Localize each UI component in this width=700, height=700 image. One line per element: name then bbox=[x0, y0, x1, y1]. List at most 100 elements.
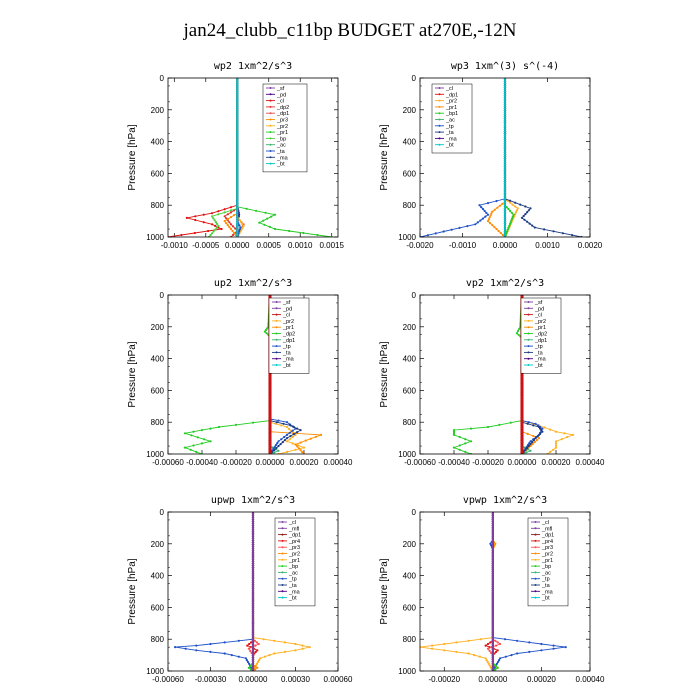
data-point bbox=[515, 332, 519, 335]
plot-area bbox=[168, 78, 333, 237]
data-point bbox=[238, 224, 241, 227]
data-point bbox=[503, 78, 507, 81]
x-tick-label: 0.00040 bbox=[576, 458, 605, 467]
x-tick-label: -0.00060 bbox=[404, 458, 436, 467]
data-point bbox=[464, 438, 467, 441]
data-point bbox=[223, 208, 226, 211]
data-point bbox=[216, 222, 219, 226]
data-point bbox=[264, 328, 268, 332]
data-point bbox=[503, 189, 507, 193]
data-point bbox=[236, 98, 239, 101]
data-point bbox=[215, 226, 218, 229]
legend-marker bbox=[275, 345, 278, 348]
data-point bbox=[503, 113, 507, 116]
legend-label: _bp1 bbox=[445, 111, 458, 117]
data-point bbox=[236, 224, 239, 227]
data-point bbox=[549, 450, 552, 453]
data-point bbox=[554, 444, 558, 447]
data-point bbox=[236, 103, 239, 106]
data-point bbox=[503, 211, 507, 214]
y-tick-label: 0 bbox=[160, 74, 165, 83]
data-point bbox=[503, 88, 507, 91]
data-point bbox=[262, 219, 265, 222]
data-point bbox=[503, 117, 507, 120]
data-point bbox=[200, 442, 204, 445]
data-point bbox=[503, 186, 507, 189]
data-point bbox=[209, 427, 212, 430]
data-point bbox=[228, 221, 231, 224]
data-point bbox=[469, 427, 473, 430]
legend-label: _dp2 bbox=[282, 332, 295, 338]
data-point bbox=[452, 430, 456, 433]
legend-marker bbox=[275, 301, 278, 303]
data-point bbox=[526, 422, 529, 425]
data-point bbox=[515, 209, 519, 212]
data-point bbox=[236, 203, 239, 206]
data-point bbox=[503, 199, 507, 202]
x-tick-label: 0.00020 bbox=[542, 458, 571, 467]
data-point bbox=[510, 217, 514, 220]
data-point bbox=[533, 441, 536, 444]
data-point bbox=[238, 213, 241, 216]
data-point bbox=[275, 421, 278, 424]
legend-box bbox=[520, 297, 562, 374]
legend-label: _pr1 bbox=[276, 130, 288, 136]
data-point bbox=[236, 191, 239, 194]
data-point bbox=[531, 224, 534, 227]
data-point bbox=[526, 446, 529, 450]
data-point bbox=[503, 143, 507, 147]
legend-label: _ma bbox=[276, 155, 289, 161]
data-point bbox=[281, 441, 284, 444]
data-point bbox=[236, 232, 239, 235]
legend-marker bbox=[527, 319, 530, 322]
legend-label: _dp2 bbox=[534, 332, 547, 338]
data-point bbox=[229, 211, 233, 214]
data-point bbox=[268, 225, 271, 228]
data-point bbox=[531, 443, 534, 446]
plot-frame bbox=[167, 77, 339, 238]
data-point bbox=[285, 437, 289, 440]
data-point bbox=[236, 218, 239, 221]
legend-label: _pd bbox=[282, 306, 292, 312]
data-point bbox=[254, 665, 257, 668]
data-point bbox=[529, 440, 532, 443]
legend-label: _dp1 bbox=[445, 92, 458, 98]
data-point bbox=[503, 188, 507, 191]
data-point bbox=[274, 422, 277, 425]
data-point bbox=[458, 448, 461, 451]
data-point bbox=[180, 233, 183, 237]
y-tick-label: 800 bbox=[151, 418, 165, 427]
legend-marker bbox=[275, 364, 278, 366]
legend-marker bbox=[269, 143, 272, 146]
series-markers-bt bbox=[236, 78, 239, 237]
y-tick-label: 800 bbox=[403, 201, 417, 210]
legend-label: _tp bbox=[282, 344, 291, 350]
data-point bbox=[217, 224, 220, 227]
data-point bbox=[499, 231, 502, 235]
data-point bbox=[193, 231, 196, 235]
data-point bbox=[289, 424, 292, 427]
data-point bbox=[506, 230, 509, 233]
data-point bbox=[271, 450, 274, 454]
data-point bbox=[228, 226, 231, 229]
data-point bbox=[503, 80, 507, 83]
y-tick-label: 1000 bbox=[146, 667, 164, 676]
data-point bbox=[195, 450, 198, 453]
legend-marker bbox=[269, 137, 272, 140]
legend-label: _bt bbox=[282, 363, 291, 369]
data-point bbox=[503, 90, 507, 93]
y-tick-label: 800 bbox=[151, 201, 165, 210]
data-point bbox=[487, 218, 490, 221]
data-point bbox=[194, 218, 197, 222]
legend-label: _ma bbox=[445, 136, 458, 142]
legend-label: _cl bbox=[282, 313, 290, 319]
data-point bbox=[236, 94, 239, 97]
data-point bbox=[237, 655, 240, 658]
data-point bbox=[250, 641, 253, 644]
data-point bbox=[308, 646, 311, 649]
data-point bbox=[514, 213, 517, 216]
data-point bbox=[229, 223, 233, 226]
data-point bbox=[509, 199, 512, 202]
